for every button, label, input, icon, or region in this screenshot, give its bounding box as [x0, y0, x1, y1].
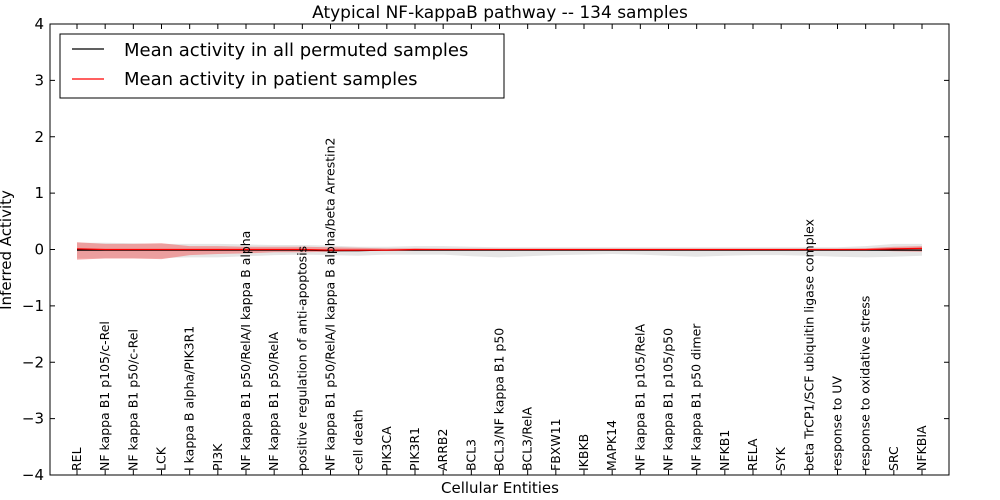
category-label: response to UV [830, 376, 845, 471]
category-label: response to oxidative stress [858, 296, 873, 471]
series-lines [76, 247, 923, 252]
legend: Mean activity in all permuted samples Me… [59, 33, 505, 99]
category-label: FBXW11 [548, 418, 563, 471]
category-label: NF kappa B1 p50/c-Rel [125, 329, 140, 471]
category-label: SYK [773, 446, 788, 471]
y-tick-label: −1 [22, 297, 44, 315]
category-label: I kappa B alpha/PIK3R1 [182, 326, 197, 471]
category-label: REL [69, 447, 84, 471]
category-label: PIK3CA [379, 426, 394, 471]
category-label: cell death [351, 409, 366, 471]
category-label: LCK [154, 446, 169, 471]
chart-title: Atypical NF-kappaB pathway -- 134 sample… [312, 3, 688, 23]
category-label: positive regulation of anti-apoptosis [294, 246, 309, 471]
line-series-1 [76, 247, 923, 251]
legend-box [59, 33, 505, 99]
line-series-0 [77, 249, 922, 252]
band-series-1 [77, 242, 922, 260]
category-label: NFKBIA [914, 425, 929, 471]
category-label: IKBKB [576, 434, 591, 471]
category-label: PI3K [210, 443, 225, 471]
y-tick-label: 0 [34, 241, 44, 259]
category-label: beta TrCP1/SCF ubiquitin ligase complex [801, 219, 816, 471]
category-label: RELA [745, 438, 760, 471]
category-label: NF kappa B1 p105/p50 [661, 328, 676, 471]
confidence-bands [77, 242, 922, 260]
category-label: BCL3/RelA [520, 407, 535, 471]
y-tick-label: −2 [22, 353, 44, 371]
category-label: BCL3/NF kappa B1 p50 [492, 328, 507, 471]
category-label: NF kappa B1 p50/RelA/I kappa B alpha [238, 231, 253, 471]
category-label: MAPK14 [604, 420, 619, 471]
y-tick-label: 1 [34, 184, 44, 202]
category-label: ARRB2 [435, 429, 450, 471]
y-tick-label: 2 [34, 128, 44, 146]
category-label: BCL3 [463, 439, 478, 471]
category-label: NF kappa B1 p50 dimer [689, 323, 704, 471]
x-axis-label: Cellular Entities [441, 479, 559, 497]
category-labels: REL NF kappa B1 p105/c-Rel NF kappa B1 p50… [69, 138, 929, 472]
legend-label-permuted: Mean activity in all permuted samples [124, 40, 468, 61]
y-tick-label: 4 [34, 15, 44, 33]
axis-ticks: −4 −3 −2 −1 0 1 2 3 4 [22, 15, 949, 484]
category-label: NF kappa B1 p105/c-Rel [97, 321, 112, 471]
category-label: NF kappa B1 p50/RelA/I kappa B alpha/bet… [323, 138, 338, 472]
category-label: NFKB1 [717, 430, 732, 471]
category-label: NF kappa B1 p105/RelA [632, 324, 647, 471]
category-label: SRC [886, 446, 901, 471]
y-tick-label: −3 [22, 410, 44, 428]
category-label: PIK3R1 [407, 427, 422, 471]
y-axis-label: Inferred Activity [0, 190, 15, 310]
y-tick-label: 3 [34, 71, 44, 89]
legend-label-patient: Mean activity in patient samples [124, 69, 418, 90]
category-label: NF kappa B1 p50/RelA [266, 331, 281, 471]
y-tick-label: −4 [22, 466, 44, 484]
